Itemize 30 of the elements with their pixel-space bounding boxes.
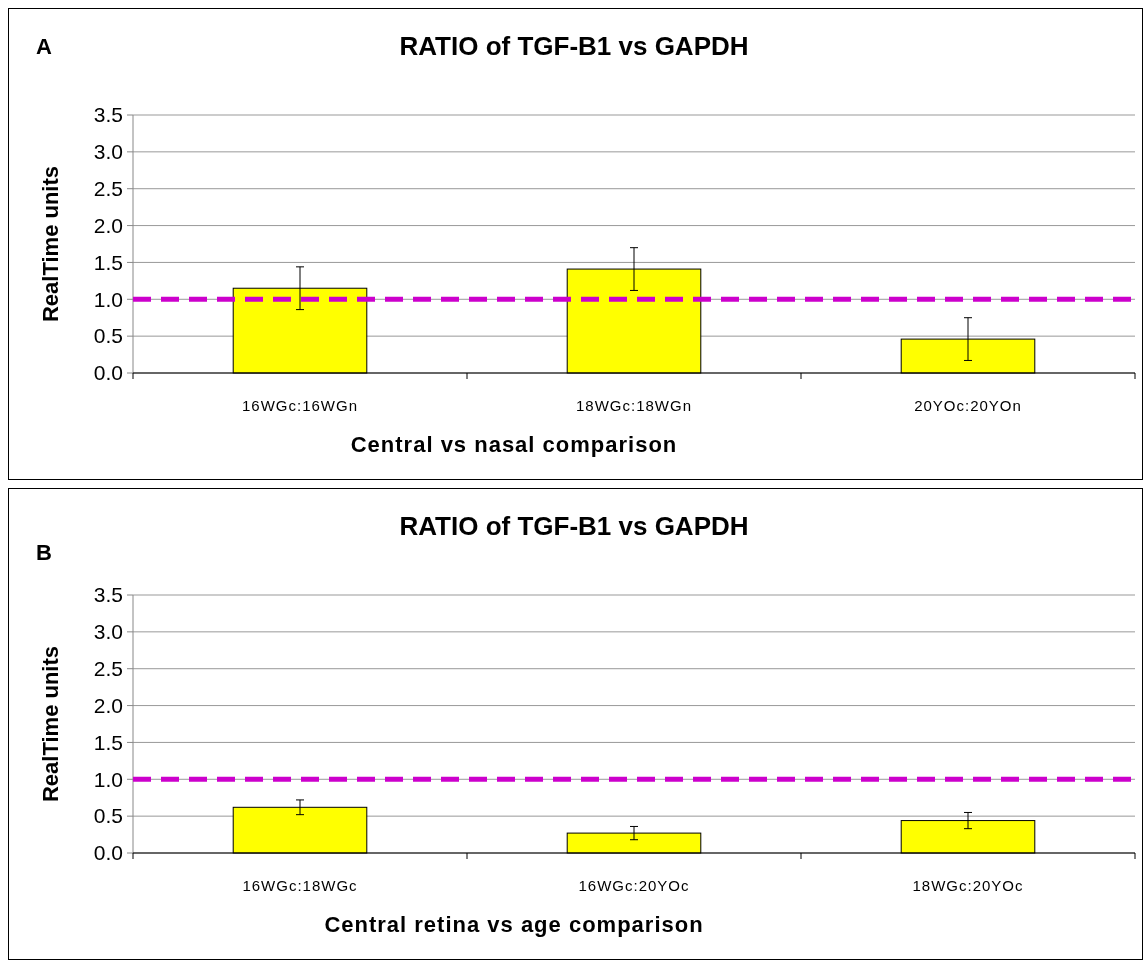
y-tick-label: 2.5 bbox=[93, 657, 123, 681]
chart-title: RATIO of TGF-B1 vs GAPDH bbox=[399, 31, 749, 61]
x-tick-label: 16WGc:20YOc bbox=[578, 877, 690, 894]
y-tick-label: 1.0 bbox=[93, 287, 123, 311]
y-tick-label: 3.5 bbox=[93, 583, 123, 607]
x-tick-label: 20YOc:20YOn bbox=[914, 397, 1022, 414]
text: B bbox=[36, 540, 52, 565]
y-axis-title: RealTime units bbox=[38, 165, 63, 323]
y-tick-label: 2.0 bbox=[93, 693, 123, 717]
y-tick-label: 3.0 bbox=[93, 620, 123, 644]
y-tick-label: 1.5 bbox=[93, 730, 123, 754]
chart-title: RATIO of TGF-B1 vs GAPDH bbox=[399, 511, 749, 541]
x-tick-label: 18WGc:18WGn bbox=[575, 397, 693, 414]
y-tick-label: 3.5 bbox=[93, 103, 123, 127]
y-tick-label: 3.0 bbox=[93, 140, 123, 164]
y-tick-label: 0.0 bbox=[93, 361, 123, 385]
y-tick-label: 0.0 bbox=[93, 841, 123, 865]
x-tick-label: 16WGc:18WGc bbox=[242, 877, 358, 894]
y-tick-label: 1.0 bbox=[93, 767, 123, 791]
y-axis-title: RealTime units bbox=[38, 645, 63, 803]
x-axis-title: Central vs nasal comparison bbox=[350, 432, 678, 457]
x-tick-label: 16WGc:16WGn bbox=[241, 397, 359, 414]
x-axis-title: Central retina vs age comparison bbox=[324, 912, 704, 937]
y-tick-label: 0.5 bbox=[93, 804, 123, 828]
y-tick-label: 2.5 bbox=[93, 177, 123, 201]
text: A bbox=[36, 34, 52, 59]
y-tick-label: 2.0 bbox=[93, 213, 123, 237]
x-tick-label: 18WGc:20YOc bbox=[912, 877, 1024, 894]
y-tick-label: 1.5 bbox=[93, 250, 123, 274]
y-tick-label: 0.5 bbox=[93, 324, 123, 348]
